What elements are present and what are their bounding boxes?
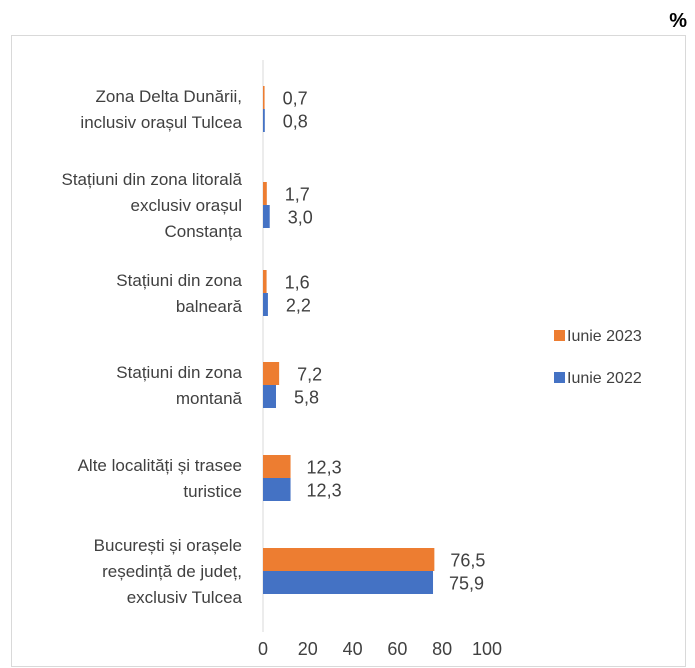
bar-iunie-2022 (263, 571, 434, 594)
x-tick-label: 80 (432, 639, 452, 659)
legend-swatch (554, 372, 565, 383)
unit-label: % (669, 10, 687, 32)
bar-iunie-2023 (263, 362, 280, 385)
data-label: 76,5 (450, 551, 485, 571)
bars-layer (263, 86, 435, 594)
chart-frame (11, 35, 686, 667)
x-tick-label: 40 (343, 639, 363, 659)
x-tick-label: 20 (298, 639, 318, 659)
data-label: 1,6 (285, 273, 310, 293)
x-tick-label: 100 (472, 639, 502, 659)
data-label: 3,0 (288, 208, 313, 228)
data-label: 12,3 (307, 481, 342, 501)
bar-iunie-2023 (263, 182, 267, 205)
bar-iunie-2023 (263, 270, 267, 293)
data-label: 1,7 (285, 185, 310, 205)
legend-swatch (554, 330, 565, 341)
bar-iunie-2022 (263, 385, 276, 408)
category-label: Zona Delta Dunării, inclusiv orașul Tulce… (80, 87, 242, 132)
data-label: 7,2 (297, 365, 322, 385)
legend: Iunie 2023 Iunie 2022 (554, 328, 642, 387)
bar-iunie-2022 (263, 205, 270, 228)
data-label: 5,8 (294, 388, 319, 408)
data-label: 2,2 (286, 296, 311, 316)
x-tick-label: 60 (387, 639, 407, 659)
data-label: 0,8 (283, 112, 308, 132)
data-label: 0,7 (283, 89, 308, 109)
category-label: Alte localități și trasee turistice (78, 456, 242, 501)
category-label: Stațiuni din zona litorală exclusiv orașu… (61, 170, 242, 241)
labels-layer: Zona Delta Dunării, inclusiv orașul Tulce… (61, 87, 485, 607)
bar-iunie-2022 (263, 109, 265, 132)
bar-iunie-2023 (263, 86, 265, 109)
bar-iunie-2023 (263, 548, 435, 571)
category-label: Stațiuni din zona balneară (116, 271, 242, 316)
category-label: București și orașele reședință de județ, e… (94, 536, 243, 607)
bar-iunie-2022 (263, 478, 291, 501)
legend-label: Iunie 2022 (567, 370, 642, 387)
legend-label: Iunie 2023 (567, 328, 642, 345)
bar-iunie-2023 (263, 455, 291, 478)
x-tick-label: 0 (258, 639, 268, 659)
bar-iunie-2022 (263, 293, 268, 316)
data-label: 12,3 (307, 458, 342, 478)
category-label: Stațiuni din zona montană (116, 363, 242, 408)
data-label: 75,9 (449, 574, 484, 594)
axis-layer: 0 20 40 60 80 100 (258, 60, 502, 659)
